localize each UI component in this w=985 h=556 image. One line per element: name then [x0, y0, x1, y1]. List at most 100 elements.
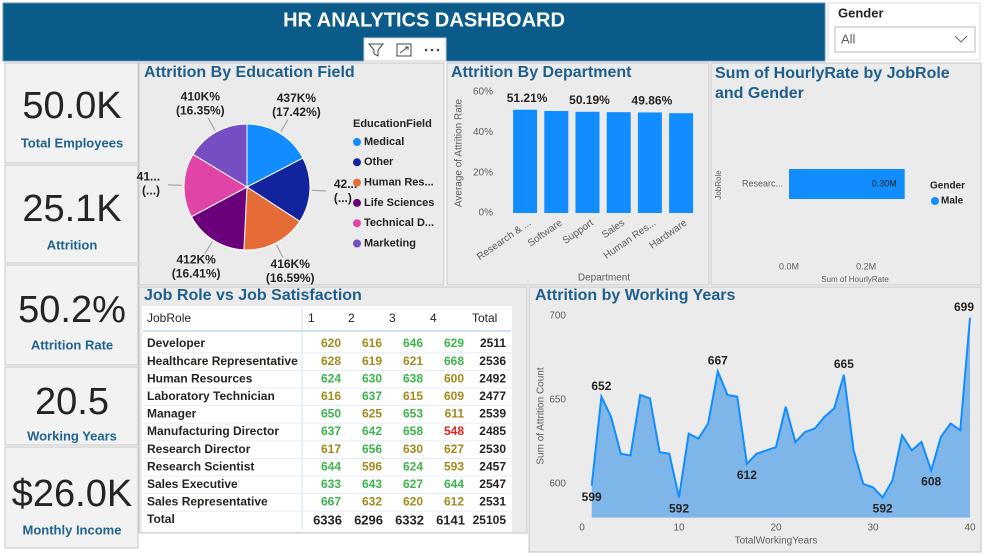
bar [606, 112, 631, 213]
legend-marker [353, 138, 361, 146]
cell: 653 [403, 407, 423, 421]
cell: 616 [321, 389, 341, 403]
leader-line [311, 189, 326, 192]
data-label: 41... [137, 170, 160, 184]
data-label: 599 [582, 490, 602, 504]
cell: 629 [444, 336, 464, 350]
x-tick-label: 0 [579, 523, 585, 534]
dashboard-title: HR ANALYTICS DASHBOARD [283, 9, 565, 31]
focus-arrow [399, 46, 409, 54]
y-tick-label: 600 [549, 479, 566, 490]
bar [789, 169, 905, 199]
y-tick-label: 40% [473, 127, 493, 138]
data-label: 42... [334, 177, 357, 191]
data-label: 665 [834, 357, 854, 371]
legend-label: Medical [364, 136, 404, 148]
kpi-label: Working Years [27, 428, 117, 443]
cell: 2485 [479, 424, 506, 438]
y-axis-title: JobRole [714, 170, 723, 200]
cell: 627 [444, 442, 464, 456]
x-axis-title: Department [578, 273, 630, 284]
kpi-value: 20.5 [35, 381, 109, 423]
data-label: 51.21% [507, 91, 548, 105]
cell: 625 [362, 407, 382, 421]
chart-title: Attrition By Department [451, 64, 632, 81]
legend-title: Gender [930, 181, 965, 192]
row-label: Sales Representative [147, 495, 268, 509]
kpi-value: 50.0K [22, 85, 121, 127]
x-axis-title: Sum of HourlyRate [821, 275, 889, 284]
bar [669, 113, 694, 213]
leader-line [280, 119, 289, 132]
column-header: Total [472, 311, 497, 325]
data-label: 49.86% [632, 94, 673, 108]
focus-icon[interactable] [396, 43, 412, 57]
cell: 643 [362, 477, 382, 491]
y-tick-label: 650 [549, 395, 566, 406]
filter-icon[interactable] [367, 43, 385, 57]
chart-title: Attrition by Working Years [535, 287, 735, 304]
bar [575, 111, 600, 213]
bar [637, 112, 662, 213]
data-label: 612 [737, 468, 757, 482]
legend-label: Life Sciences [364, 197, 434, 209]
data-label: 592 [669, 502, 689, 516]
cell: 628 [321, 354, 341, 368]
data-label: 412K% [176, 252, 216, 266]
pie-slice [246, 123, 304, 188]
more-icon[interactable] [424, 48, 440, 52]
x-tick-label: 0.2M [856, 261, 876, 271]
kpi-label: Attrition Rate [31, 337, 113, 352]
cell: 638 [403, 371, 423, 385]
kpi-label: Attrition [47, 237, 98, 252]
cell: 2547 [479, 477, 506, 491]
cell: 624 [403, 459, 423, 473]
cell: 596 [362, 459, 382, 473]
slicer-value: All [841, 31, 856, 46]
legend-label: Human Res... [364, 177, 434, 189]
pie-slice [190, 186, 248, 251]
total-label: Total [147, 512, 175, 526]
row-label: Sales Executive [147, 477, 238, 491]
total-cell: 6141 [436, 512, 465, 527]
x-tick-label: 20 [770, 523, 782, 534]
column-header: JobRole [147, 311, 191, 325]
kpi-label: Monthly Income [23, 522, 122, 537]
data-label: 608 [921, 475, 941, 489]
legend-marker [353, 158, 361, 167]
row-label: Manufacturing Director [147, 424, 279, 438]
cell: 633 [321, 477, 341, 491]
cell: 2492 [479, 371, 506, 385]
kpi-value: 50.2% [18, 289, 126, 331]
y-tick-label: 20% [473, 167, 493, 178]
pie-slice [192, 123, 248, 188]
cell: 619 [362, 354, 382, 368]
row-label: Human Resources [147, 371, 253, 385]
y-tick-label: Researc... [742, 178, 783, 188]
pie-slice [246, 157, 311, 223]
cell: 2531 [479, 495, 506, 509]
row-label: Manager [147, 407, 197, 421]
cell: 667 [321, 495, 341, 509]
cell: 616 [362, 336, 382, 350]
x-tick-label: 0.0M [779, 261, 799, 271]
pie-slice [243, 186, 301, 251]
slicer-dropdown[interactable] [834, 26, 976, 53]
cell: 620 [321, 336, 341, 350]
x-tick-label: 40 [964, 523, 976, 534]
leader-line [204, 241, 213, 255]
total-cell: 6336 [313, 512, 342, 527]
cell: 637 [321, 424, 341, 438]
cell: 658 [403, 424, 423, 438]
cell: 644 [321, 459, 341, 473]
dropdown-chevron [954, 35, 968, 43]
total-cell: 6296 [354, 512, 383, 527]
legend-marker [353, 198, 361, 207]
y-tick-label: 0% [479, 208, 494, 219]
cell: 2539 [479, 407, 506, 421]
cell: 630 [403, 442, 423, 456]
column-header: 1 [308, 311, 315, 325]
data-label: 437K% [277, 91, 317, 105]
column-header: 2 [348, 311, 355, 325]
